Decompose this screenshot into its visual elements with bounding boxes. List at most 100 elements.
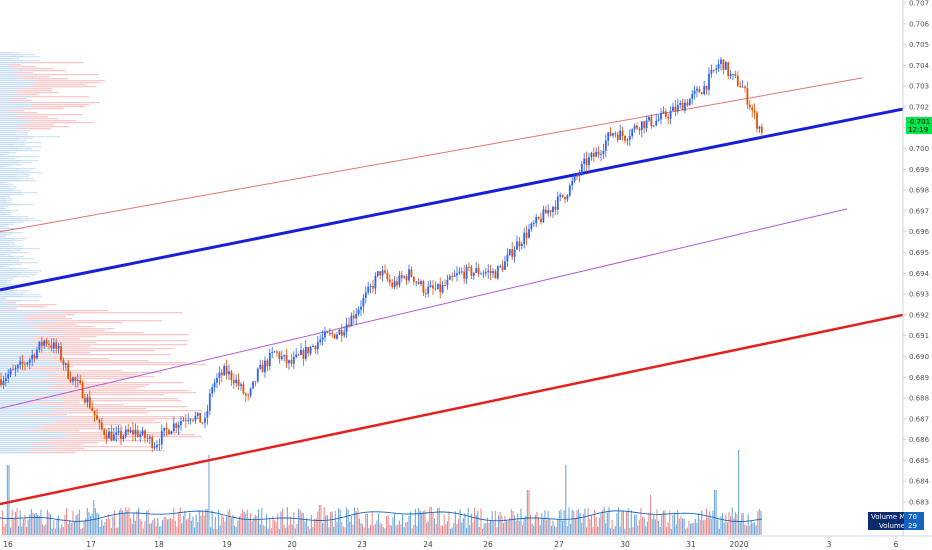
candle-body bbox=[98, 419, 101, 423]
candle-body bbox=[684, 102, 686, 111]
volume-bar bbox=[19, 510, 21, 535]
profile-bar-down bbox=[16, 252, 29, 254]
profile-bar-down bbox=[13, 164, 23, 166]
volume-bar bbox=[83, 521, 85, 535]
volume-bar bbox=[291, 524, 293, 535]
candle-body bbox=[458, 271, 461, 274]
volume-bar bbox=[619, 526, 621, 535]
candle-body bbox=[621, 130, 624, 137]
volume-bar bbox=[709, 511, 711, 535]
profile-bar-down bbox=[22, 60, 40, 62]
mid-channel-line[interactable] bbox=[0, 208, 848, 409]
profile-bar-down bbox=[19, 124, 55, 126]
volume-ma-legend-bg bbox=[868, 512, 904, 521]
candle-body bbox=[403, 276, 406, 278]
candle-body bbox=[398, 275, 401, 286]
profile-bar-up bbox=[0, 338, 29, 340]
profile-bar-up bbox=[0, 122, 33, 124]
volume-bar bbox=[506, 520, 508, 535]
candle-body bbox=[4, 378, 7, 382]
volume-bar bbox=[98, 513, 100, 535]
profile-bar-down bbox=[36, 80, 105, 82]
lower-channel-line[interactable] bbox=[0, 313, 904, 506]
profile-bar-down bbox=[23, 414, 67, 416]
profile-bar-down bbox=[22, 368, 64, 370]
profile-bar-down bbox=[13, 222, 24, 224]
profile-bar-down bbox=[21, 272, 39, 274]
volume-bar bbox=[371, 511, 373, 535]
profile-bar-down bbox=[7, 202, 13, 204]
candle-body bbox=[64, 363, 67, 365]
candle-body bbox=[192, 419, 194, 421]
volume-bar bbox=[258, 509, 260, 535]
profile-bar-down bbox=[13, 94, 39, 96]
profile-bar-down bbox=[16, 132, 29, 134]
countdown-label: 12:19 bbox=[908, 126, 928, 134]
candles[interactable] bbox=[0, 57, 763, 452]
volume-bars bbox=[2, 450, 762, 535]
candle-body bbox=[199, 412, 202, 423]
volume-bar bbox=[424, 510, 426, 535]
profile-bar-down bbox=[7, 64, 21, 66]
profile-bar-up bbox=[0, 294, 24, 296]
profile-bar-up bbox=[0, 148, 19, 150]
volume-bar bbox=[757, 511, 759, 535]
volume-bar bbox=[496, 527, 498, 535]
x-tick-label: 16 bbox=[3, 540, 13, 549]
candle-body bbox=[343, 331, 346, 336]
volume-bar bbox=[581, 522, 583, 535]
profile-bar-down bbox=[11, 72, 33, 74]
volume-bar bbox=[429, 507, 431, 535]
volume-bar bbox=[645, 526, 647, 535]
candle-body bbox=[33, 355, 36, 359]
profile-bar-down bbox=[17, 76, 50, 78]
candle-body bbox=[31, 355, 34, 360]
volume-bar bbox=[536, 511, 538, 535]
volume-bar bbox=[422, 510, 424, 535]
candle-body bbox=[136, 429, 139, 437]
volume-bar bbox=[269, 518, 271, 535]
candle-body bbox=[45, 340, 48, 344]
candle-body bbox=[472, 272, 475, 276]
volume-bar bbox=[533, 525, 535, 535]
profile-bar-up bbox=[0, 212, 7, 214]
profile-bar-up bbox=[0, 100, 11, 102]
candle-body bbox=[196, 412, 199, 416]
profile-bar-up bbox=[0, 92, 21, 94]
volume-bar bbox=[117, 527, 119, 535]
volume-bar bbox=[315, 518, 317, 535]
volume-bar bbox=[390, 525, 392, 535]
candle-body bbox=[655, 120, 658, 126]
volume-bar bbox=[618, 507, 620, 535]
candle-body bbox=[583, 158, 586, 165]
profile-bar-up bbox=[0, 272, 22, 274]
candle-body bbox=[559, 194, 562, 197]
candle-body bbox=[595, 151, 598, 157]
volume-bar bbox=[554, 525, 556, 535]
candle-body bbox=[624, 136, 626, 141]
volume-bar bbox=[498, 515, 500, 535]
profile-bar-up bbox=[0, 350, 55, 352]
candle-body bbox=[7, 374, 10, 379]
candle-body bbox=[511, 249, 514, 257]
profile-bar-down bbox=[10, 210, 19, 212]
candle-body bbox=[326, 331, 329, 333]
volume-bar bbox=[221, 515, 223, 535]
y-tick-label: 0.687 bbox=[909, 415, 929, 423]
profile-bar-down bbox=[54, 446, 156, 448]
candle-body bbox=[312, 345, 314, 347]
volume-bar bbox=[435, 524, 437, 535]
upper-channel-line[interactable] bbox=[0, 77, 863, 233]
volume-bar bbox=[661, 515, 663, 535]
profile-bar-up bbox=[0, 158, 10, 160]
volume-bar bbox=[219, 525, 221, 535]
volume-bar bbox=[501, 515, 503, 535]
candle-body bbox=[60, 346, 62, 361]
main-channel-line[interactable] bbox=[0, 107, 904, 292]
profile-bar-down bbox=[24, 142, 42, 144]
trend-lines[interactable] bbox=[0, 77, 904, 506]
profile-bar-up bbox=[0, 386, 51, 388]
volume-bar bbox=[93, 500, 95, 535]
candle-body bbox=[727, 62, 730, 77]
